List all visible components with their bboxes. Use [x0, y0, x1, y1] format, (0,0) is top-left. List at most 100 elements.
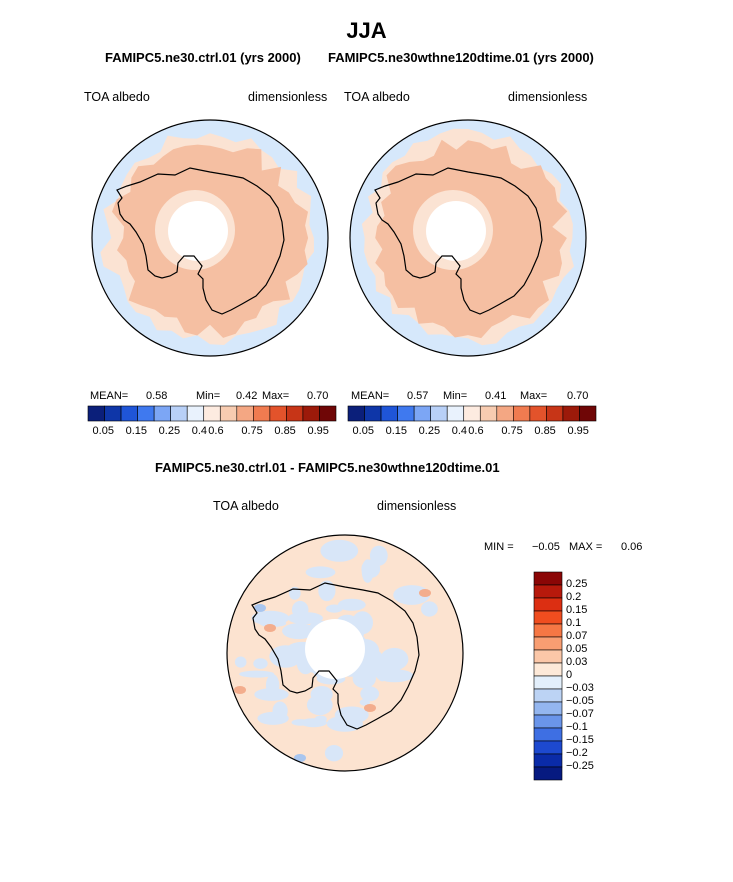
colorbar-tick-label: 0.4 [191, 425, 208, 437]
colorbar-tick-label: 0.4 [451, 425, 468, 437]
colorbar-tick-label: −0.15 [566, 734, 594, 746]
subtitle-left: FAMIPC5.ne30.ctrl.01 (yrs 2000) [105, 50, 301, 65]
diff-negative-patch [318, 580, 336, 602]
colorbar-swatch [496, 405, 514, 422]
colorbar-swatch [430, 405, 448, 422]
colorbar-swatch [529, 405, 547, 422]
map-panel-diff [226, 534, 464, 772]
stat-max-value: 0.70 [567, 390, 589, 402]
colorbar-tick-label: 0.6 [208, 425, 224, 437]
pole-no-data [168, 201, 228, 261]
diff-negative-patch [300, 718, 327, 728]
colorbar-swatch [533, 571, 563, 586]
colorbar-swatch [533, 688, 563, 703]
colorbar-swatch [153, 405, 171, 422]
colorbar-tick-label: 0.95 [567, 425, 589, 437]
colorbar-tick-label: 0.15 [125, 425, 148, 437]
diff-negative-patch [369, 545, 388, 566]
colorbar-swatch [533, 714, 563, 729]
colorbar-diff-ticks: 0.25 0.2 0.15 0.1 0.07 0.05 0.03 0 −0.03 −0.05 −0.… [566, 571, 626, 781]
diff-negative-patch [361, 559, 374, 583]
stat-min-value: 0.41 [485, 390, 507, 402]
colorbar-swatch [533, 649, 563, 664]
diff-strong-patch [254, 604, 266, 612]
diff-negative-patch [253, 658, 268, 669]
colorbar-swatch [533, 675, 563, 690]
colorbar-diff [533, 571, 563, 781]
colorbar-swatch [463, 405, 481, 422]
colorbar-tick-label: 0.15 [566, 604, 588, 616]
stat-mean-label: MEAN= [90, 390, 129, 402]
stat-max-label: Max= [262, 390, 290, 402]
colorbar-tick-label: 0.85 [534, 425, 556, 437]
colorbar-swatch [533, 610, 563, 625]
colorbar-swatch [286, 405, 304, 422]
colorbar-swatch [533, 740, 563, 755]
colorbar-right-ticks: 0.05 0.15 0.25 0.4 0.6 0.75 0.85 0.95 [347, 425, 597, 439]
antarctica-coastline [374, 167, 543, 315]
stat-min-label: Min= [443, 390, 468, 402]
colorbar-swatch [546, 405, 564, 422]
panel-diff-units: dimensionless [377, 499, 457, 513]
colorbar-swatch [533, 766, 563, 781]
colorbar-tick-label: 0.2 [566, 591, 582, 603]
pole-no-data [305, 619, 365, 679]
colorbar-swatch [579, 405, 597, 422]
diff-negative-patch [320, 539, 359, 562]
colorbar-swatch [479, 405, 498, 422]
colorbar-swatch [137, 405, 155, 422]
colorbar-tick-label: 0.05 [566, 643, 588, 655]
map-boundary [226, 534, 464, 772]
colorbar-swatch [397, 405, 415, 422]
colorbar-left-ticks: 0.05 0.15 0.25 0.4 0.6 0.75 0.85 0.95 [87, 425, 337, 439]
stat-mean-value: 0.57 [407, 390, 429, 402]
colorbar-swatch [533, 701, 563, 716]
diff-strong-patch [264, 624, 276, 632]
stat-mean-value: 0.58 [146, 390, 168, 402]
diff-negative-patch [379, 664, 396, 682]
colorbar-tick-label: −0.03 [566, 682, 594, 694]
diff-negative-patch [287, 612, 323, 625]
map-panel-right [349, 119, 587, 357]
colorbar-swatch [533, 727, 563, 742]
stat-max-value: 0.70 [307, 390, 329, 402]
diff-negative-patch [251, 610, 290, 626]
colorbar-right [347, 405, 597, 422]
colorbar-swatch [87, 405, 105, 422]
diff-strong-patch [364, 704, 376, 712]
colorbar-swatch [446, 405, 465, 422]
colorbar-swatch [533, 636, 563, 651]
colorbar-swatch [380, 405, 398, 422]
colorbar-swatch [347, 405, 365, 422]
panel-right-units: dimensionless [508, 90, 588, 104]
diff-negative-patch [359, 699, 370, 706]
colorbar-swatch [104, 405, 122, 422]
panel-right-variable: TOA albedo [344, 90, 410, 104]
colorbar-swatch [236, 405, 254, 422]
diff-negative-patch [239, 670, 275, 678]
colorbar-tick-label: 0.05 [352, 425, 374, 437]
diff-negative-patch [310, 686, 333, 703]
panel-left-units: dimensionless [248, 90, 328, 104]
colorbar-swatch [302, 405, 320, 422]
stat-max-label: Max= [520, 390, 548, 402]
colorbar-swatch [253, 405, 271, 422]
diff-max-value: 0.06 [621, 541, 643, 553]
colorbar-swatch [186, 405, 205, 422]
colorbar-swatch [513, 405, 531, 422]
diff-strong-patch [234, 686, 246, 694]
colorbar-tick-label: −0.07 [566, 708, 594, 720]
diff-strong-patch [294, 754, 306, 762]
diff-negative-patch [257, 711, 289, 725]
colorbar-tick-label: −0.2 [566, 747, 588, 759]
colorbar-swatch [170, 405, 188, 422]
colorbar-tick-label: 0.15 [385, 425, 408, 437]
stat-mean-label: MEAN= [351, 390, 390, 402]
map-content [226, 534, 464, 772]
colorbar-tick-label: 0.03 [566, 656, 588, 668]
colorbar-swatch [562, 405, 580, 422]
colorbar-tick-label: 0.07 [566, 630, 588, 642]
colorbar-tick-label: −0.25 [566, 760, 594, 772]
colorbar-left [87, 405, 337, 422]
colorbar-swatch [203, 405, 221, 422]
